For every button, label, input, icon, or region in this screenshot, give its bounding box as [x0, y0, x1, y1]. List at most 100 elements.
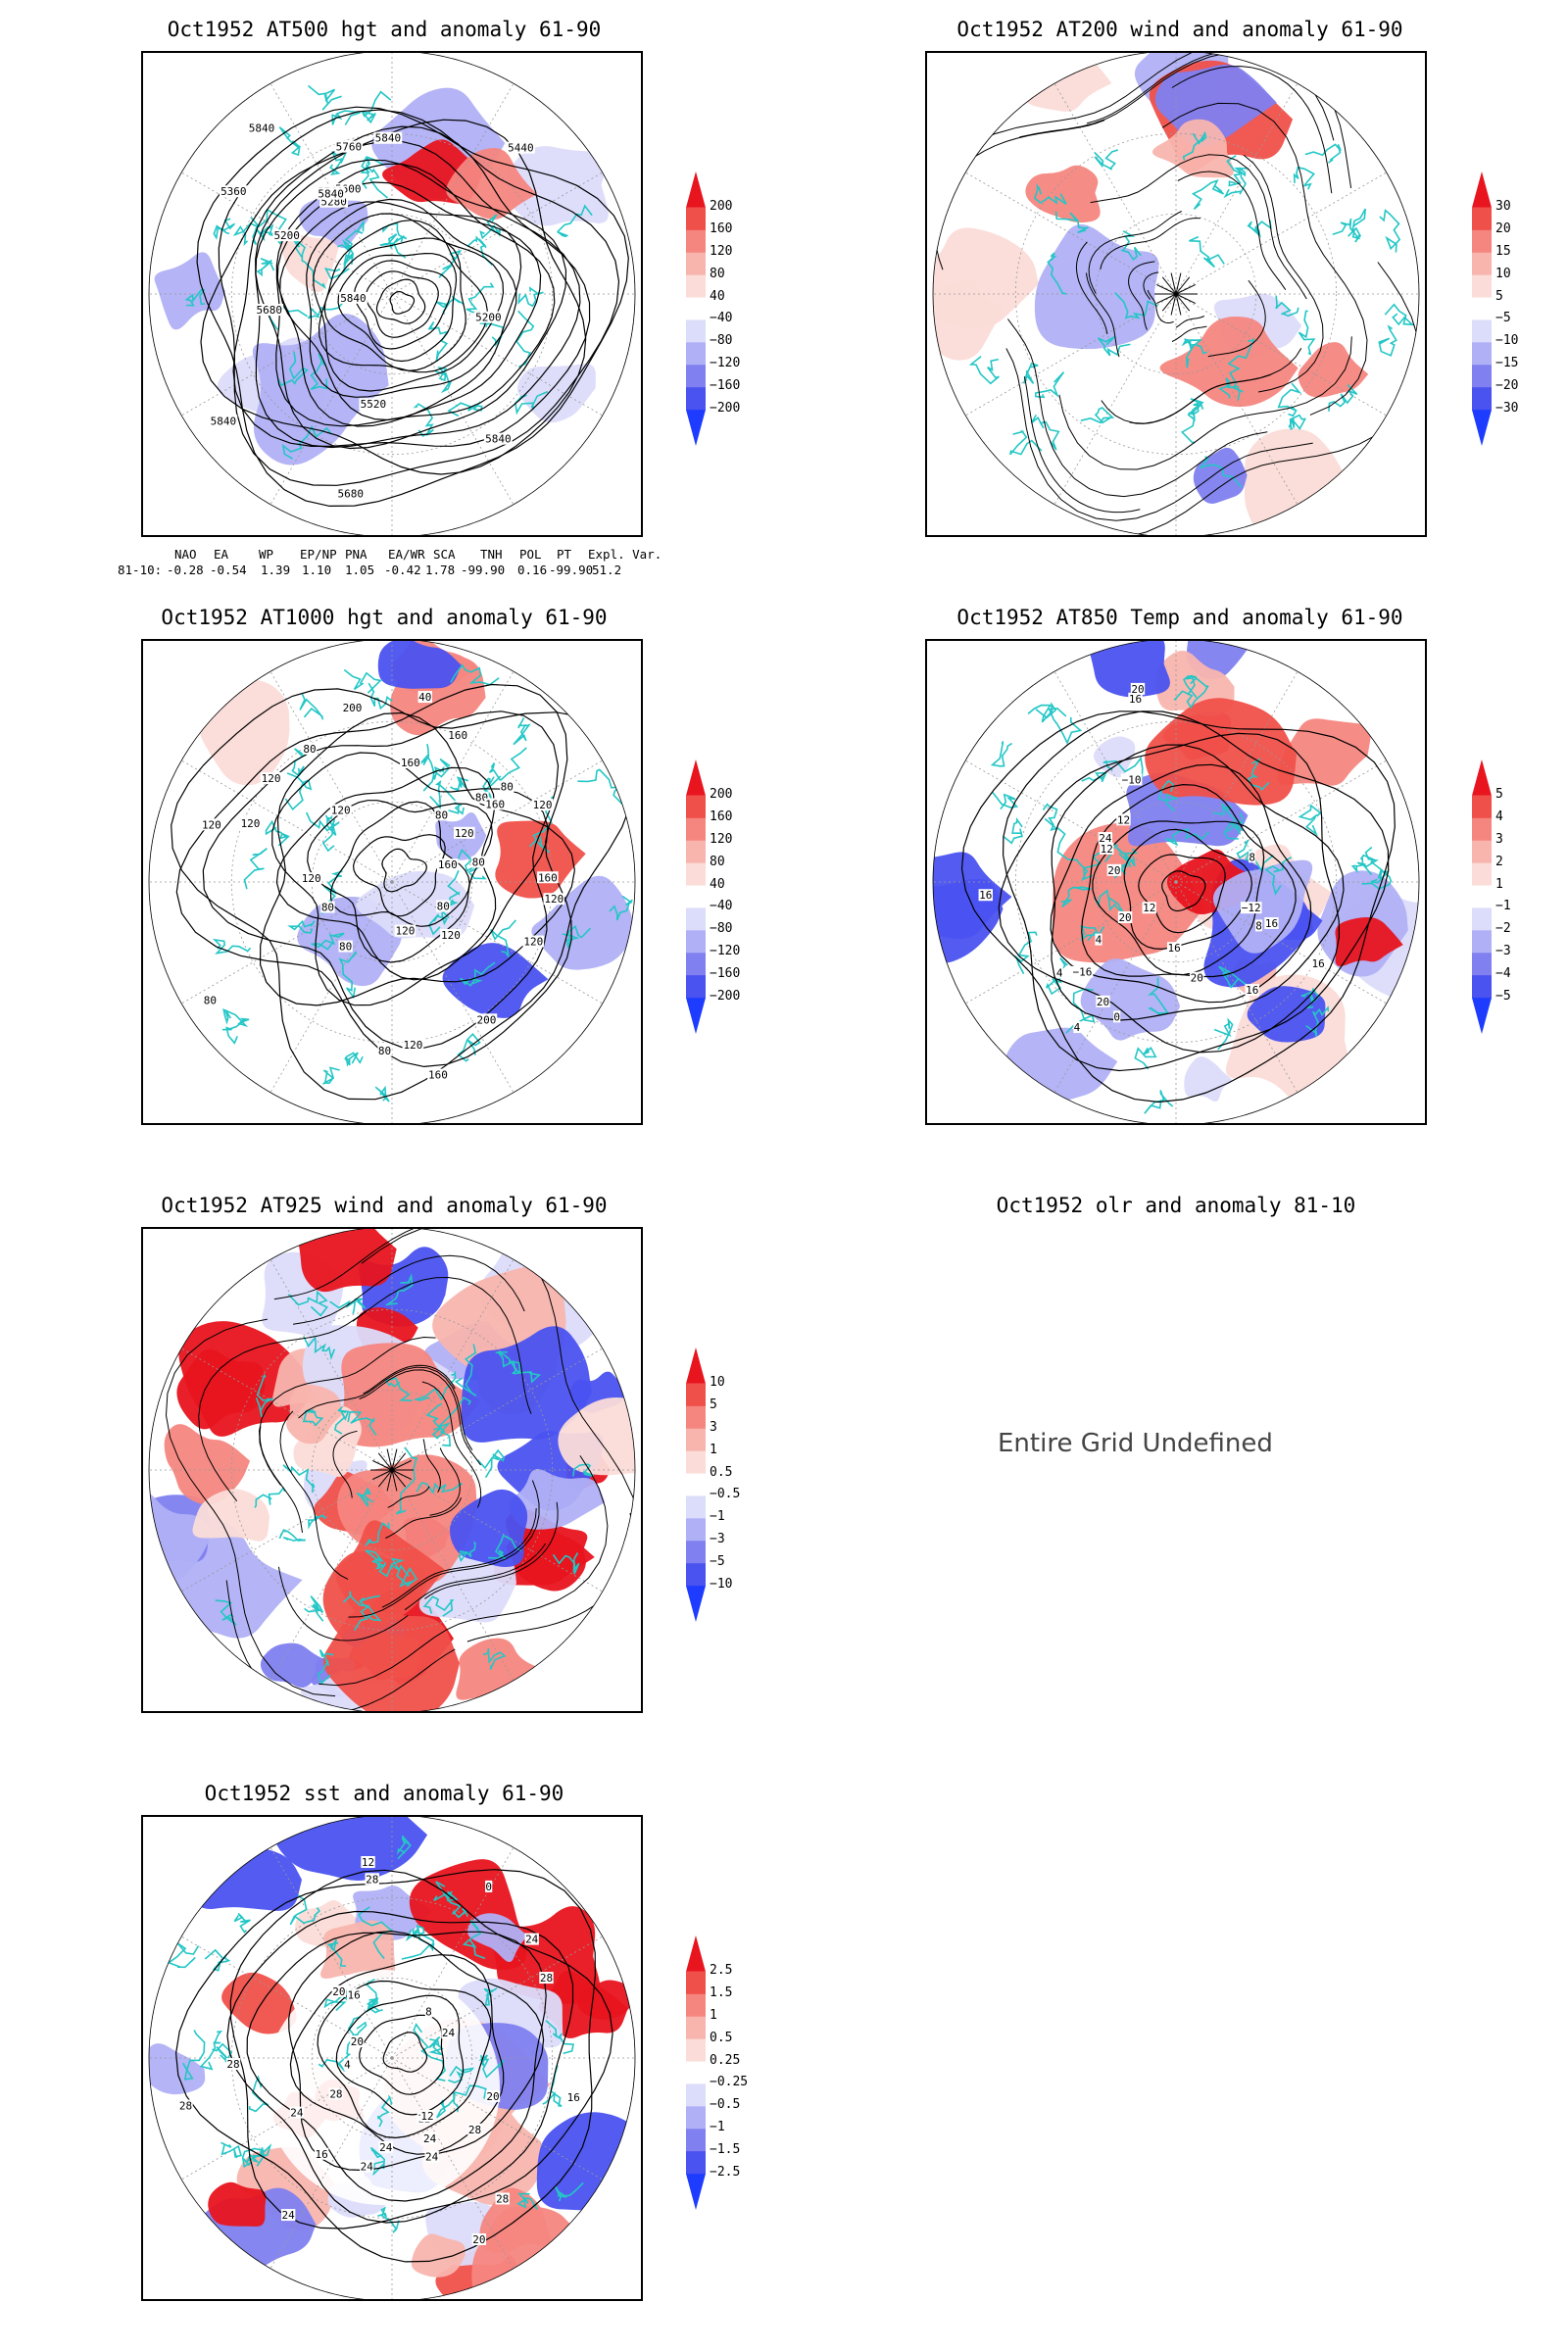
contour-label-bg: [346, 1988, 362, 2001]
contour-label: 4: [344, 2059, 351, 2072]
colorbar-tick-label: 40: [710, 288, 725, 304]
contour-label: 16: [1129, 693, 1142, 706]
map-wind925: [141, 1227, 643, 1713]
contour-label-bg: [1130, 682, 1146, 695]
anomaly-shading: [450, 1489, 528, 1568]
contour-label: 5440: [508, 142, 534, 155]
contour-label: 4: [1074, 1021, 1081, 1034]
contour-label: 12: [420, 2110, 433, 2123]
contour-label: 120: [533, 799, 553, 811]
contour-label: 5840: [375, 132, 402, 145]
contour-label-bg: [300, 872, 322, 885]
contour-label: 5680: [338, 488, 365, 501]
contour-label: 160: [485, 799, 505, 811]
colorbar-tick-label: 0.25: [710, 2052, 741, 2068]
map-hgt500: 5840 5840 5760 5680 5840 5200 5200 5280 5360 5440…: [141, 51, 643, 537]
contour-label-bg: [1073, 1021, 1081, 1034]
contour-label: 120: [202, 818, 221, 831]
colorbar-segment: [1472, 207, 1492, 231]
contour-label-bg: [524, 1933, 539, 1945]
teleconnection-header: Expl. Var.: [588, 547, 662, 562]
colorbar-bottom-arrow: [686, 998, 706, 1034]
contour-label-bg: [467, 2123, 482, 2135]
colorbar-tick-label: −10: [1495, 333, 1519, 349]
contour-label: 80: [437, 901, 450, 913]
anomaly-shading: [1034, 224, 1159, 350]
colorbar-segment: [686, 2016, 706, 2040]
colorbar-bottom-arrow: [686, 410, 706, 446]
undefined-grid-message: Entire Grid Undefined: [998, 1429, 1273, 1458]
contour-label-bg: [537, 871, 559, 884]
colorbar-segment: [686, 342, 706, 366]
contour-label-bg: [272, 229, 302, 242]
colorbar-tick-label: −0.25: [710, 2075, 749, 2090]
colorbar-segment: [686, 840, 706, 864]
contour-label-bg: [400, 757, 421, 769]
anomaly-shading: [1088, 641, 1170, 698]
coastline: [215, 1273, 594, 1686]
colorbar-tick-label: −200: [710, 989, 741, 1004]
lat-lon-grid: [149, 641, 635, 1123]
colorbar-segment: [686, 2129, 706, 2152]
contour-label: 120: [544, 893, 564, 906]
colorbar-bottom-arrow: [1472, 998, 1492, 1034]
streamlines: [165, 1229, 635, 1711]
anomaly-shading: [509, 1469, 606, 1530]
colorbar-hgt500: 200 160 120 80 40 −40 −80 −120 −160 −200: [684, 172, 762, 446]
colorbar-segment: [686, 1563, 706, 1587]
colorbar-tick-label: 5: [1495, 288, 1503, 304]
colorbar-tick-label: −20: [1495, 378, 1519, 394]
colorbar-scale: [1472, 172, 1492, 446]
colorbar-segment: [686, 2061, 706, 2084]
coastline: [968, 130, 1416, 488]
anomaly-shading: [558, 1396, 635, 1476]
contour-label-bg: [377, 1044, 392, 1056]
anomaly-shading: [293, 1405, 362, 1477]
colorbar-segment: [1472, 953, 1492, 976]
contour-label: 160: [401, 757, 420, 769]
contour-label-bg: [378, 2140, 393, 2153]
colorbar-segment: [686, 207, 706, 231]
colorbar-tick-label: −0.5: [710, 2097, 741, 2113]
colorbar-tick-label: 30: [1495, 198, 1511, 214]
colorbar-segment: [686, 1428, 706, 1452]
contour-label-bg: [341, 702, 364, 714]
contour-label: 5840: [249, 122, 275, 135]
colorbar-scale: [686, 1936, 706, 2210]
contour-label: 5680: [256, 304, 282, 317]
colorbar-tick-label: −120: [710, 356, 741, 371]
colorbar-tick-label: −80: [710, 921, 733, 937]
anomaly-shading: [1193, 447, 1248, 504]
colorbar-tick-label: −2.5: [710, 2165, 741, 2180]
anomaly-shading: [196, 679, 290, 786]
contour-label: 16: [347, 1988, 360, 2001]
anomaly-shading: [1245, 428, 1348, 535]
colorbar-tick-label: 1: [1495, 876, 1503, 892]
contour-label: 24: [423, 2132, 437, 2145]
anomaly-shading: [1184, 1056, 1234, 1102]
colorbar-top-arrow: [1472, 760, 1492, 796]
colorbar-segment: [1472, 907, 1492, 931]
polar-map-disc: 16161284122016−12−16−1084041216202420162…: [933, 641, 1419, 1123]
colorbar-segment: [686, 387, 706, 411]
contour-label-bg: [394, 924, 416, 937]
map-rim: [148, 641, 636, 1123]
colorbar-tick-label: −40: [710, 899, 733, 914]
contour-label-bg: [440, 928, 462, 941]
contour-label-bg: [1095, 933, 1102, 946]
colorbar-tick-label: 2.5: [710, 1962, 733, 1978]
colorbar-hgt1000: 200 160 120 80 40 −40 −80 −120 −160 −200: [684, 760, 762, 1034]
colorbar-segment: [686, 252, 706, 276]
contour-label: 0: [1113, 1010, 1120, 1023]
colorbar-tick-label: −160: [710, 966, 741, 982]
colorbar-tick-label: −15: [1495, 356, 1519, 371]
teleconnection-header: SCA: [433, 547, 456, 562]
contour-label: 160: [538, 871, 558, 884]
contour-label-bg: [1117, 910, 1133, 923]
teleconnection-header: WP: [259, 547, 274, 562]
colorbar-tick-label: −3: [1495, 944, 1511, 959]
contour-label: 5520: [361, 398, 387, 411]
colorbar-top-arrow: [686, 1936, 706, 1972]
contour-label-bg: [543, 893, 565, 906]
colorbar-top-arrow: [686, 760, 706, 796]
